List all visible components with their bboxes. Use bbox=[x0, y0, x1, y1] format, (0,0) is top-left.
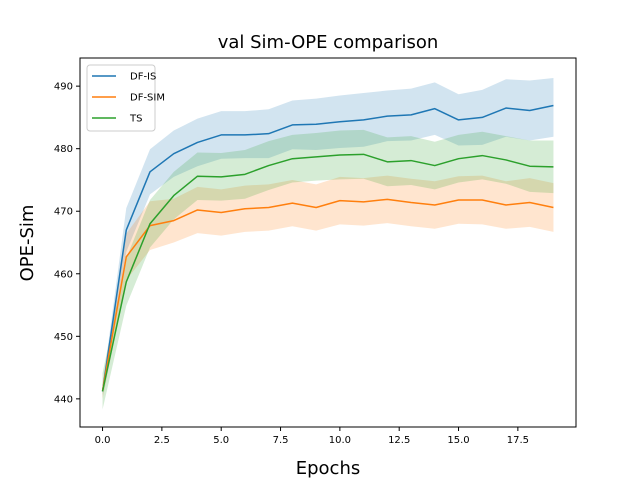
chart-title: val Sim-OPE comparison bbox=[218, 32, 439, 53]
series-line-df-sim bbox=[101, 198, 554, 391]
x-axis-label: Epochs bbox=[296, 458, 361, 479]
legend-label-df-is: DF-IS bbox=[130, 72, 156, 83]
x-tick-label: 15.0 bbox=[447, 435, 469, 446]
legend-label-df-sim: DF-SIM bbox=[130, 93, 165, 104]
series-line-ts bbox=[101, 153, 554, 392]
y-tick-label: 480 bbox=[54, 144, 73, 155]
y-tick-label: 460 bbox=[54, 269, 73, 280]
legend-frame bbox=[86, 64, 156, 132]
y-axis-ticks: 440 450 460 470 480 490 bbox=[54, 82, 80, 405]
x-tick-label: 5.0 bbox=[213, 435, 229, 446]
x-tick-label: 7.5 bbox=[273, 435, 289, 446]
y-axis-label: OPE-Sim bbox=[17, 205, 38, 282]
x-tick-label: 0.0 bbox=[95, 435, 111, 446]
series-lines bbox=[101, 104, 554, 392]
x-tick-label: 10.0 bbox=[329, 435, 351, 446]
x-tick-label: 17.5 bbox=[507, 435, 529, 446]
y-tick-label: 440 bbox=[54, 394, 73, 405]
y-tick-label: 490 bbox=[54, 82, 73, 93]
y-tick-label: 470 bbox=[54, 207, 73, 218]
y-tick-label: 450 bbox=[54, 332, 73, 343]
band-ts bbox=[102, 129, 554, 410]
legend: DF-IS DF-SIM TS bbox=[86, 64, 165, 132]
plot-area-frame bbox=[79, 57, 577, 428]
band-df-sim bbox=[102, 175, 554, 399]
band-df-is bbox=[102, 78, 554, 396]
x-tick-label: 12.5 bbox=[388, 435, 410, 446]
x-tick-label: 2.5 bbox=[154, 435, 170, 446]
legend-label-ts: TS bbox=[129, 114, 142, 125]
x-axis-ticks: 0.0 2.5 5.0 7.5 10.0 12.5 15.0 17.5 bbox=[95, 427, 529, 446]
series-line-df-is bbox=[101, 104, 554, 392]
confidence-bands bbox=[102, 78, 554, 410]
